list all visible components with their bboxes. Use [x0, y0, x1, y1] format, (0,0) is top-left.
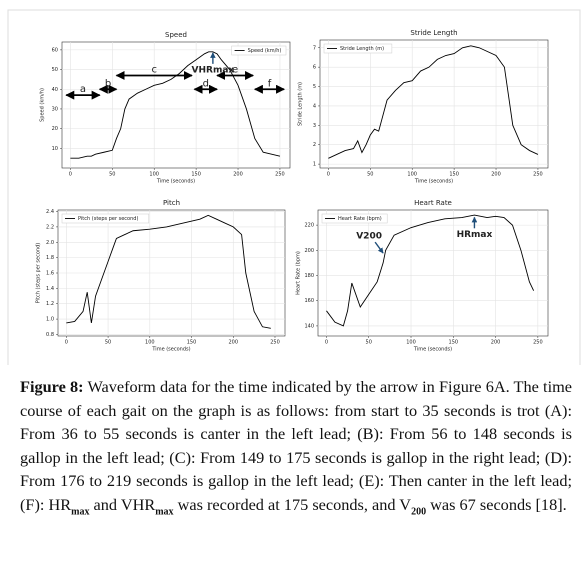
x-tick-label: 100 [145, 340, 155, 346]
chart-title: Pitch [163, 199, 180, 207]
y-tick-label: 0.8 [46, 332, 54, 338]
x-tick-label: 50 [105, 340, 111, 346]
x-tick-label: 0 [327, 172, 330, 178]
annotation-label: VHRmax [192, 65, 235, 75]
x-tick-label: 150 [191, 172, 201, 178]
x-tick-label: 150 [449, 172, 459, 178]
y-tick-label: 7 [313, 45, 316, 51]
y-tick-label: 1 [313, 162, 316, 168]
caption-text: was recorded at 175 seconds, and V [173, 494, 412, 514]
y-tick-label: 2.4 [46, 209, 54, 215]
span-label: f [268, 78, 272, 89]
annotation-label: V200 [356, 232, 382, 242]
chart-title: Heart Rate [414, 199, 452, 207]
x-tick-label: 250 [270, 340, 280, 346]
caption-text: Waveform data for the time indicated by … [20, 377, 572, 514]
legend-box [321, 213, 388, 224]
chart-title: Speed [165, 31, 187, 39]
y-axis-label: Heart Rate (bpm) [296, 251, 302, 295]
y-tick-label: 50 [52, 67, 58, 73]
x-tick-label: 250 [533, 172, 543, 178]
y-axis-label: Pitch (steps per second) [36, 243, 42, 303]
y-tick-label: 5 [313, 84, 316, 90]
y-tick-label: 1.6 [46, 271, 54, 277]
y-tick-label: 180 [304, 273, 314, 279]
x-axis-label: Time (seconds) [151, 347, 190, 353]
legend-label: Stride Length (m) [340, 46, 384, 52]
x-tick-label: 250 [275, 172, 285, 178]
x-tick-label: 150 [449, 340, 459, 346]
plot-area [317, 209, 549, 337]
caption-subscript: max [155, 505, 174, 517]
x-tick-label: 50 [367, 172, 373, 178]
caption-text: and VHR [89, 494, 156, 514]
caption-subscript: max [71, 505, 90, 517]
y-tick-label: 60 [52, 47, 58, 53]
x-axis-label: Time (seconds) [413, 347, 452, 353]
span-label: b [105, 78, 111, 89]
x-axis-label: Time (seconds) [156, 179, 195, 185]
caption-label: Figure 8: [20, 377, 84, 396]
data-line [326, 214, 535, 327]
y-tick-label: 1.4 [46, 286, 54, 292]
span-label: c [151, 64, 157, 75]
data-line [66, 214, 271, 329]
y-tick-label: 1.0 [46, 317, 54, 323]
x-tick-label: 50 [109, 172, 115, 178]
caption: Figure 8: Waveform data for the time ind… [20, 375, 572, 523]
annotation-label: HRmax [457, 230, 493, 240]
y-axis-label: Stride Length (m) [298, 82, 304, 126]
y-tick-label: 2.0 [46, 240, 54, 246]
x-tick-label: 100 [407, 172, 417, 178]
caption-text: was 67 seconds [18]. [426, 494, 567, 514]
y-tick-label: 20 [52, 126, 58, 132]
chart-title: Stride Length [410, 29, 457, 37]
caption-subscript: 200 [411, 505, 427, 517]
y-tick-label: 2 [313, 142, 316, 148]
y-tick-label: 30 [52, 106, 58, 112]
x-tick-label: 200 [491, 172, 501, 178]
annotation-arrow [374, 241, 384, 254]
plot-area [319, 39, 549, 169]
y-tick-label: 40 [52, 87, 58, 93]
data-line [328, 45, 539, 159]
x-tick-label: 200 [233, 172, 243, 178]
y-tick-label: 10 [52, 146, 58, 152]
x-tick-label: 0 [69, 172, 72, 178]
x-tick-label: 100 [406, 340, 416, 346]
y-axis-label: Speed (km/h) [40, 88, 46, 122]
x-tick-label: 0 [325, 340, 328, 346]
y-tick-label: 3 [313, 123, 316, 129]
y-tick-label: 6 [313, 65, 316, 71]
legend-label: Heart Rate (bpm) [338, 216, 382, 222]
y-tick-label: 1.8 [46, 255, 54, 261]
y-tick-label: 1.2 [46, 301, 54, 307]
legend-box [61, 213, 150, 224]
x-tick-label: 250 [533, 340, 543, 346]
legend-box [323, 43, 393, 54]
x-tick-label: 200 [491, 340, 501, 346]
legend-label: Pitch (steps per second) [78, 216, 138, 222]
y-tick-label: 200 [304, 248, 314, 254]
y-tick-label: 4 [313, 103, 316, 109]
span-label: e [232, 64, 238, 75]
span-label: d [203, 78, 209, 89]
span-label: a [80, 84, 86, 95]
legend-box [231, 45, 287, 56]
x-tick-label: 0 [65, 340, 68, 346]
plot-area [61, 41, 291, 169]
y-tick-label: 2.2 [46, 224, 54, 230]
x-tick-label: 50 [366, 340, 372, 346]
legend-label: Speed (km/h) [248, 48, 282, 54]
x-axis-label: Time (seconds) [414, 179, 453, 185]
x-tick-label: 150 [187, 340, 197, 346]
y-tick-label: 220 [304, 223, 314, 229]
y-tick-label: 140 [304, 323, 314, 329]
x-tick-label: 200 [228, 340, 238, 346]
y-tick-label: 160 [304, 298, 314, 304]
x-tick-label: 100 [149, 172, 159, 178]
